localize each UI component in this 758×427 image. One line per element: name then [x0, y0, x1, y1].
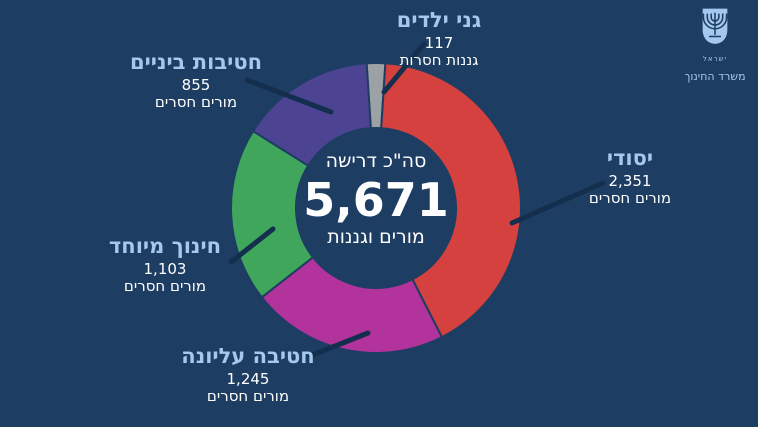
center-caption: סה"כ דרישה — [325, 150, 427, 172]
connector-middle-school — [244, 77, 334, 115]
segment-unit: מורים חסרים — [588, 189, 672, 208]
segment-value: 1,103 — [143, 260, 187, 279]
segment-unit: מורים חסרים — [154, 93, 238, 112]
donut-center-text: סה"כ דרישה 5,671 מורים וגננות — [276, 150, 476, 248]
logo-country-label: ישראל — [702, 55, 728, 63]
connector-lines — [228, 41, 606, 359]
connector-kindergarten — [381, 41, 427, 95]
logo-ministry-label: משרד החינוך — [684, 70, 746, 83]
segment-title: חטיבה עליונה — [181, 344, 315, 368]
label-elementary: יסודי 2,351 מורים חסרים — [556, 146, 704, 208]
segment-elementary — [380, 62, 522, 339]
segment-unit: גננות חסרות — [399, 51, 479, 70]
segment-value: 1,245 — [226, 370, 270, 389]
segment-unit: מורים חסרים — [206, 387, 290, 406]
label-high-school: חטיבה עליונה 1,245 מורים חסרים — [162, 344, 334, 406]
center-subcaption: מורים וגננות — [327, 226, 425, 249]
label-middle-school: חטיבות ביניים 855 מורים חסרים — [110, 50, 282, 112]
segment-value: 2,351 — [608, 172, 652, 191]
segment-value: 117 — [424, 34, 454, 53]
segment-unit: מורים חסרים — [123, 277, 207, 296]
label-special-education: חינוך מיוחד 1,103 מורים חסרים — [84, 234, 246, 296]
center-total: 5,671 — [303, 173, 449, 227]
segment-middle-school — [251, 62, 372, 167]
segment-value: 855 — [181, 76, 211, 95]
segment-title: גני ילדים — [396, 8, 482, 32]
ministry-logo: ישראל משרד החינוך — [682, 6, 748, 83]
segment-title: יסודי — [606, 146, 654, 170]
connector-high-school — [307, 330, 371, 359]
connector-elementary — [509, 180, 606, 226]
israel-emblem-icon — [702, 8, 728, 44]
segment-title: חטיבות ביניים — [129, 50, 263, 74]
connector-special-education — [228, 226, 276, 265]
label-kindergarten: גני ילדים 117 גננות חסרות — [375, 8, 503, 70]
segment-high-school — [260, 255, 444, 354]
donut-segments — [230, 62, 522, 354]
segment-title: חינוך מיוחד — [108, 234, 222, 258]
